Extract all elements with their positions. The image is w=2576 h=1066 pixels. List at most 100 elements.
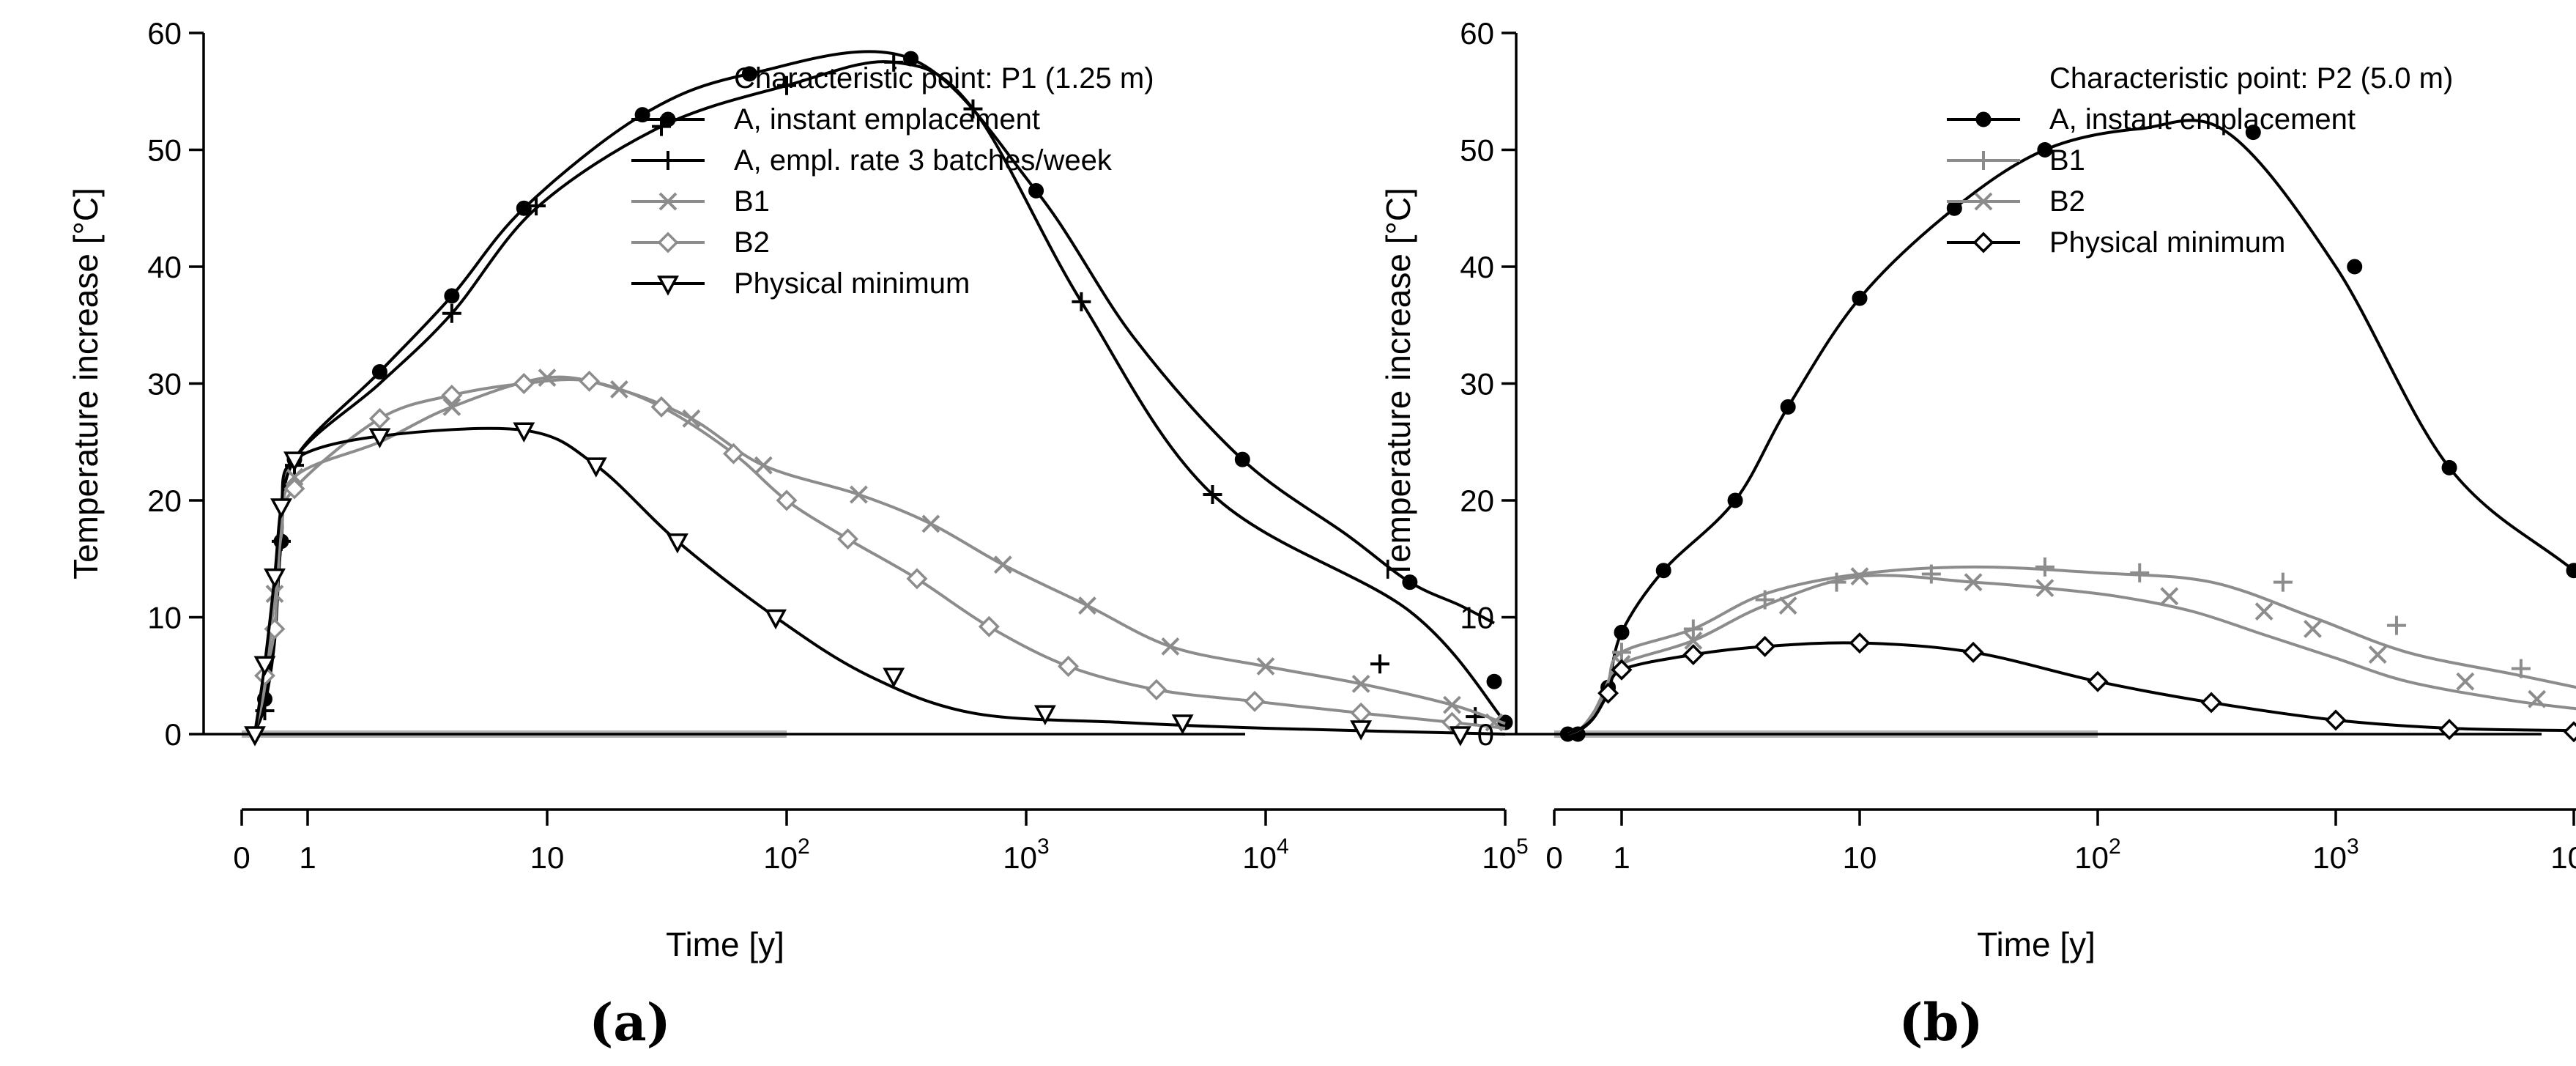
data-point <box>2438 719 2460 741</box>
data-point <box>765 609 787 630</box>
data-point <box>754 456 773 475</box>
data-point <box>538 369 557 387</box>
data-point <box>1921 564 1941 584</box>
series-3 <box>1567 567 2576 736</box>
data-point <box>2456 672 2475 691</box>
data-point <box>1754 635 1776 657</box>
data-point <box>1849 632 1871 654</box>
data-point <box>1402 574 1418 591</box>
data-point <box>2347 259 2363 275</box>
legend-marker <box>660 111 676 127</box>
data-point <box>776 489 798 511</box>
panel-label: (a) <box>589 992 671 1053</box>
data-point <box>682 409 701 428</box>
data-point <box>1964 573 1983 592</box>
data-point <box>441 384 463 406</box>
y-tick-label: 0 <box>165 717 182 752</box>
data-point <box>2035 579 2055 598</box>
data-point <box>1614 624 1630 640</box>
data-point <box>777 75 796 95</box>
legend-marker <box>1974 151 1993 170</box>
legend-item: A, instant emplacement <box>1947 103 2356 136</box>
data-point <box>2035 557 2055 577</box>
y-tick-label: 30 <box>147 367 182 401</box>
legend-item: B2 <box>631 226 770 259</box>
y-tick-label: 40 <box>147 250 182 284</box>
data-point <box>1612 643 1631 662</box>
data-point <box>1441 711 1463 733</box>
x-tick-label: 1 <box>1613 840 1630 875</box>
series-3 <box>253 369 1506 732</box>
data-point <box>253 656 276 676</box>
legend-label: B1 <box>2049 144 2085 177</box>
data-point <box>579 370 601 392</box>
data-point <box>2566 563 2576 579</box>
y-tick-label: 10 <box>147 601 182 635</box>
data-point <box>513 373 535 394</box>
x-tick-label: 0 <box>1545 840 1562 875</box>
data-point <box>2441 459 2457 475</box>
data-point <box>883 667 905 688</box>
y-tick-label: 30 <box>1460 367 1494 401</box>
data-point <box>2037 142 2053 158</box>
legend-item: B2 <box>1947 185 2085 218</box>
panel-label: (b) <box>1898 992 1983 1053</box>
series-4 <box>1561 632 2576 743</box>
data-point <box>1028 182 1044 199</box>
legend-title: Characteristic point: P2 (5.0 m) <box>2049 62 2453 95</box>
data-point <box>2563 721 2576 743</box>
legend-title: Characteristic point: P1 (1.25 m) <box>734 62 1154 95</box>
y-tick-label: 40 <box>1460 250 1494 284</box>
data-point <box>1072 292 1091 311</box>
data-point <box>1850 567 1869 586</box>
x-axis-title: Time [y] <box>1977 925 2096 963</box>
data-point <box>2245 125 2261 141</box>
data-point <box>741 66 757 82</box>
data-point <box>283 451 305 472</box>
data-point <box>1852 290 1868 306</box>
data-point <box>722 443 744 464</box>
legend-label: Physical minimum <box>2049 226 2285 259</box>
data-point <box>1611 659 1633 681</box>
data-point <box>368 407 390 429</box>
data-point <box>2254 602 2274 621</box>
x-tick-label: 1 <box>299 840 316 875</box>
legend-label: B2 <box>2049 185 2085 218</box>
series-line <box>1567 574 2576 736</box>
data-point <box>1351 675 1370 693</box>
x-tick-label: 103 <box>1003 834 1049 875</box>
series-line <box>1561 641 2576 736</box>
data-point <box>993 555 1012 574</box>
data-point <box>442 303 461 323</box>
data-point <box>444 288 460 304</box>
data-point <box>906 568 928 590</box>
data-point <box>265 585 284 604</box>
data-point <box>1058 656 1080 677</box>
y-tick-label: 0 <box>1477 717 1494 752</box>
data-point <box>1350 702 1372 724</box>
data-point <box>1234 451 1250 467</box>
data-point <box>1486 673 1502 689</box>
y-axis-title: Temperature increase [°C] <box>67 188 105 580</box>
legend-marker <box>1972 232 1994 253</box>
data-point <box>884 52 904 72</box>
x-tick-label: 105 <box>1482 834 1528 875</box>
data-point <box>2304 620 2322 638</box>
y-tick-label: 60 <box>147 16 182 51</box>
legend-label: A, instant emplacement <box>734 103 1040 136</box>
y-tick-label: 20 <box>1460 484 1494 518</box>
legend-item: A, instant emplacement <box>631 103 1040 136</box>
legend-item: B1 <box>631 185 770 218</box>
legend-label: B2 <box>734 226 770 259</box>
series-line <box>1567 565 2576 736</box>
data-point <box>1962 641 1984 663</box>
data-point <box>1597 682 1619 704</box>
data-point <box>1466 707 1485 727</box>
data-point <box>1033 705 1056 725</box>
data-point <box>1778 596 1797 615</box>
x-tick-label: 0 <box>233 840 250 875</box>
data-point <box>1244 690 1266 712</box>
data-point <box>513 422 535 443</box>
data-point <box>2200 692 2222 714</box>
